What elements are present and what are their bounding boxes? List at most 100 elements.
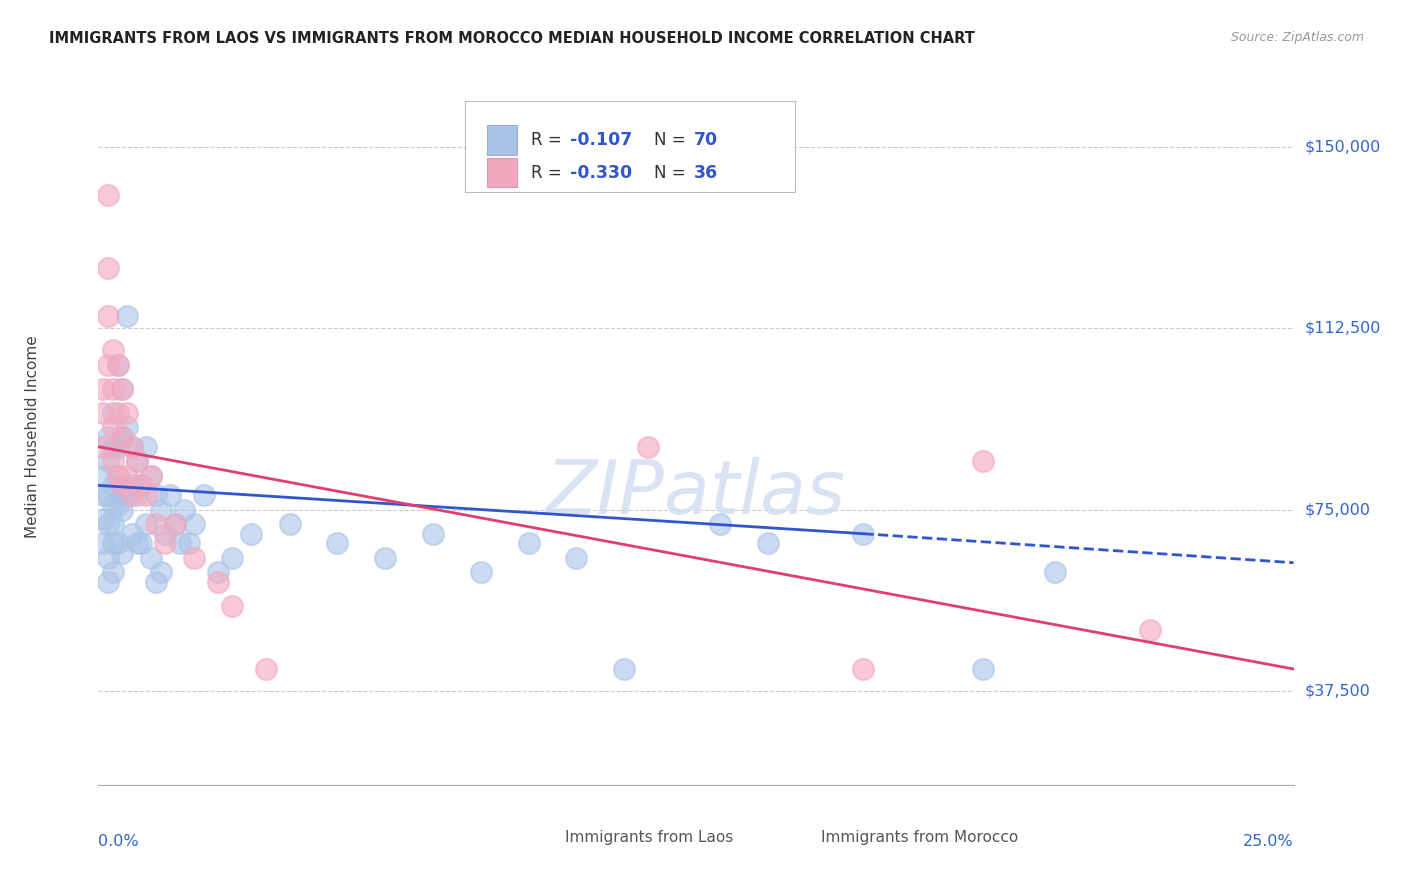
Point: [207, 566, 229, 580]
Text: $37,500: $37,500: [1305, 683, 1371, 698]
Point: [97, 358, 120, 372]
Point: [159, 488, 181, 502]
Point: [91, 512, 114, 526]
Text: Median Household Income: Median Household Income: [25, 335, 41, 539]
Point: [145, 488, 167, 502]
Point: [121, 526, 143, 541]
Point: [155, 526, 177, 541]
Point: [565, 550, 588, 565]
Point: [139, 468, 162, 483]
FancyBboxPatch shape: [486, 158, 517, 187]
Point: [470, 566, 492, 580]
Point: [101, 516, 124, 531]
Point: [91, 468, 114, 483]
Point: [852, 526, 875, 541]
Text: Source: ZipAtlas.com: Source: ZipAtlas.com: [1230, 31, 1364, 45]
Point: [145, 516, 167, 531]
Point: [107, 468, 129, 483]
Point: [97, 188, 120, 202]
Point: [121, 488, 143, 502]
Point: [135, 516, 157, 531]
Point: [101, 536, 124, 550]
Point: [756, 536, 779, 550]
Point: [135, 488, 157, 502]
Point: [125, 536, 148, 550]
Point: [125, 454, 148, 468]
Point: [107, 406, 129, 420]
Point: [254, 662, 277, 676]
Point: [101, 382, 124, 396]
Point: [111, 546, 134, 560]
Point: [131, 478, 153, 492]
Point: [101, 420, 124, 434]
Point: [111, 478, 134, 492]
Point: [613, 662, 636, 676]
Text: $150,000: $150,000: [1305, 140, 1381, 154]
Point: [374, 550, 396, 565]
Point: [101, 566, 124, 580]
Point: [115, 310, 138, 324]
Point: [121, 440, 143, 454]
Point: [111, 502, 134, 516]
Point: [115, 468, 138, 483]
Text: -0.330: -0.330: [571, 164, 633, 182]
Text: 36: 36: [693, 164, 717, 182]
Point: [139, 550, 162, 565]
Point: [111, 382, 134, 396]
Point: [97, 488, 120, 502]
Point: [207, 574, 229, 589]
Text: IMMIGRANTS FROM LAOS VS IMMIGRANTS FROM MOROCCO MEDIAN HOUSEHOLD INCOME CORRELAT: IMMIGRANTS FROM LAOS VS IMMIGRANTS FROM …: [49, 31, 976, 46]
Point: [115, 420, 138, 434]
Point: [131, 478, 153, 492]
Point: [101, 478, 124, 492]
Text: R =: R =: [531, 131, 567, 149]
Text: 25.0%: 25.0%: [1243, 834, 1294, 848]
Point: [125, 488, 148, 502]
Text: 0.0%: 0.0%: [98, 834, 139, 848]
FancyBboxPatch shape: [486, 126, 517, 154]
Point: [149, 566, 172, 580]
Point: [111, 478, 134, 492]
Point: [326, 536, 349, 550]
Point: [97, 430, 120, 444]
Point: [145, 574, 167, 589]
Point: [115, 488, 138, 502]
Point: [91, 440, 114, 454]
Point: [97, 550, 120, 565]
Point: [97, 454, 120, 468]
Point: [91, 536, 114, 550]
Point: [111, 382, 134, 396]
Point: [91, 406, 114, 420]
Point: [97, 310, 120, 324]
Point: [240, 526, 263, 541]
Point: [709, 516, 731, 531]
Point: [101, 343, 124, 358]
FancyBboxPatch shape: [465, 101, 796, 192]
Point: [101, 454, 124, 468]
Point: [125, 454, 148, 468]
Point: [155, 536, 177, 550]
Point: [221, 550, 243, 565]
Point: [852, 662, 875, 676]
Point: [139, 468, 162, 483]
Point: [91, 382, 114, 396]
Point: [107, 498, 129, 512]
Point: [111, 430, 134, 444]
Point: [101, 440, 124, 454]
Point: [517, 536, 540, 550]
Point: [163, 516, 186, 531]
Point: [972, 662, 994, 676]
Text: N =: N =: [654, 164, 690, 182]
Text: $112,500: $112,500: [1305, 321, 1381, 336]
Point: [179, 536, 201, 550]
Point: [972, 454, 994, 468]
Text: R =: R =: [531, 164, 567, 182]
Text: Immigrants from Morocco: Immigrants from Morocco: [821, 830, 1019, 845]
Point: [111, 430, 134, 444]
Point: [183, 550, 205, 565]
Point: [173, 502, 195, 516]
Point: [107, 468, 129, 483]
Point: [193, 488, 215, 502]
Point: [221, 599, 243, 614]
Text: -0.107: -0.107: [571, 131, 633, 149]
